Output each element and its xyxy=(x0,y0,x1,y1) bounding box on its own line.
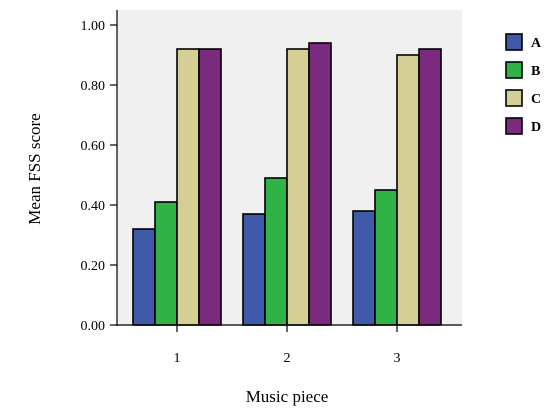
bar-c-piece-2 xyxy=(286,48,310,326)
y-tick-label: 0.80 xyxy=(81,79,106,94)
legend-swatch-d xyxy=(505,117,523,135)
bar-a-piece-1 xyxy=(132,228,156,326)
bar-d-piece-2 xyxy=(308,42,332,326)
bar-d-piece-3 xyxy=(418,48,442,326)
bar-d-piece-1 xyxy=(198,48,222,326)
bar-b-piece-3 xyxy=(374,189,398,326)
x-ticks-group: 1 2 3 xyxy=(174,325,401,366)
legend-swatch-c xyxy=(505,89,523,107)
legend-label-d: D xyxy=(531,120,541,135)
bar-b-piece-2 xyxy=(264,177,288,326)
x-tick-label: 3 xyxy=(394,351,401,366)
x-tick-label: 1 xyxy=(174,351,181,366)
y-axis-title: Mean FSS score xyxy=(25,113,44,224)
x-axis-title: Music piece xyxy=(246,387,329,406)
y-tick-label: 1.00 xyxy=(81,19,106,34)
y-tick-label: 0.60 xyxy=(81,139,106,154)
y-tick-label: 0.20 xyxy=(81,259,106,274)
bar-c-piece-3 xyxy=(396,54,420,326)
y-tick-label: 0.00 xyxy=(81,319,106,334)
bar-a-piece-3 xyxy=(352,210,376,326)
legend-label-c: C xyxy=(531,92,541,107)
y-tick-label: 0.40 xyxy=(81,199,106,214)
legend-label-b: B xyxy=(531,64,540,79)
legend-swatch-b xyxy=(505,61,523,79)
y-ticks-group: 0.00 0.20 0.40 0.60 0.80 1.00 xyxy=(81,19,117,334)
bar-b-piece-1 xyxy=(154,201,178,326)
bar-c-piece-1 xyxy=(176,48,200,326)
bar-a-piece-2 xyxy=(242,213,266,326)
legend-label-a: A xyxy=(531,36,542,51)
x-tick-label: 2 xyxy=(284,351,291,366)
legend-swatch-a xyxy=(505,33,523,51)
